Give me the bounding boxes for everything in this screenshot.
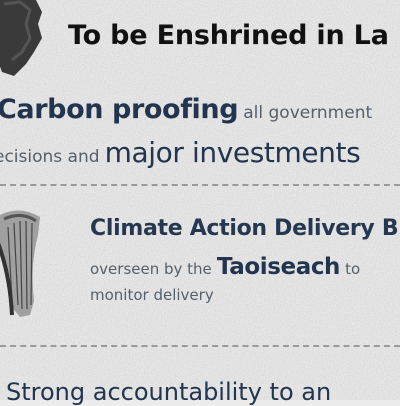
section-divider-2: [0, 345, 400, 347]
delivery-board-oversight-line: overseen by the Taoiseach to: [90, 254, 360, 280]
carbon-proofing-decisions: ecisions and: [0, 147, 100, 167]
carbon-proofing-major-investments: major investments: [104, 136, 361, 169]
carbon-proofing-rest: all government: [243, 103, 373, 123]
carbon-proofing-line: Carbon proofing all government: [0, 94, 372, 125]
carbon-proofing-bold: Carbon proofing: [0, 94, 239, 125]
monitor-delivery-line: monitor delivery: [90, 286, 214, 304]
overseen-by-prefix: overseen by the: [90, 260, 212, 278]
ireland-map-icon: [0, 0, 42, 76]
section-divider-1: [0, 184, 400, 186]
carbon-proofing-line-2: ecisions and major investments: [0, 136, 361, 169]
harp-emblem-icon: [0, 210, 40, 317]
accountability-line: Strong accountability to an: [6, 378, 332, 406]
overseen-suffix: to: [345, 260, 361, 278]
taoiseach-label: Taoiseach: [216, 254, 341, 280]
page-heading: To be Enshrined in La: [68, 20, 389, 51]
delivery-board-title: Climate Action Delivery B: [90, 216, 399, 241]
